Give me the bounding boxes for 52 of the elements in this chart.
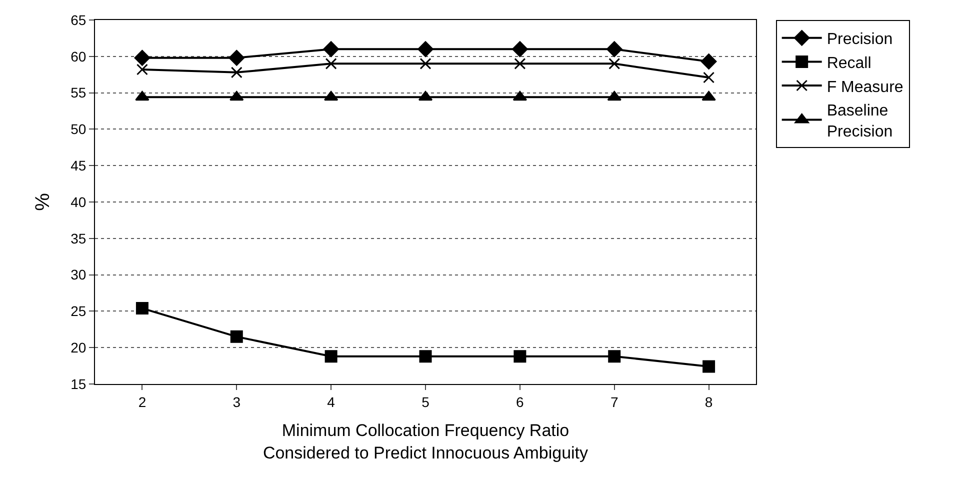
point: [512, 41, 528, 58]
point: [230, 90, 244, 101]
point: [230, 66, 242, 78]
y-tick-label: 40: [70, 194, 86, 210]
point: [136, 64, 148, 76]
point: [418, 41, 434, 58]
point: [324, 350, 338, 363]
x-tick-label: 4: [327, 394, 336, 410]
x-tick-label: 3: [232, 394, 241, 410]
point: [702, 360, 716, 373]
point: [230, 330, 243, 343]
point: [228, 50, 245, 66]
x-tick-label: 2: [138, 394, 146, 410]
point: [514, 350, 526, 363]
point: [323, 41, 339, 58]
x-axis-title: Minimum Collocation Frequency Ratio Considered to Predict Innocuous Ambiguity: [262, 421, 589, 462]
y-tick-label: 60: [70, 48, 86, 64]
point: [512, 90, 528, 101]
y-tick-label: 50: [70, 121, 86, 138]
y-tick-label: 15: [70, 376, 86, 392]
x-tick-label: 8: [704, 394, 713, 410]
point: [608, 350, 621, 363]
point: [324, 90, 338, 101]
point: [606, 41, 622, 58]
y-tick-label: 25: [70, 303, 86, 320]
point: [136, 302, 148, 315]
point: [134, 50, 150, 66]
y-tick-label: 30: [70, 266, 86, 283]
point: [702, 90, 716, 101]
legend-label: F Measure: [826, 78, 904, 96]
point: [607, 90, 622, 101]
legend-label: Precision: [826, 31, 893, 48]
point: [418, 90, 433, 101]
point: [135, 90, 150, 101]
point: [325, 58, 337, 70]
y-tick-label: 20: [70, 340, 86, 356]
y-tick-label: 35: [70, 230, 86, 246]
point: [608, 58, 620, 70]
y-axis-title: %: [32, 192, 54, 211]
x-tick-label: 7: [610, 394, 618, 410]
y-tick-label: 65: [70, 12, 86, 28]
y-tick-label: 45: [70, 158, 86, 174]
x-tick-label: 6: [516, 394, 524, 410]
legend-label: Recall: [826, 54, 872, 72]
y-tick-label: 55: [70, 84, 86, 101]
point: [514, 58, 526, 70]
point: [419, 350, 432, 363]
point: [420, 58, 432, 70]
point: [700, 54, 717, 70]
point: [703, 72, 715, 84]
x-tick-label: 5: [422, 394, 430, 410]
legend-label: Baseline Precision: [826, 102, 893, 140]
